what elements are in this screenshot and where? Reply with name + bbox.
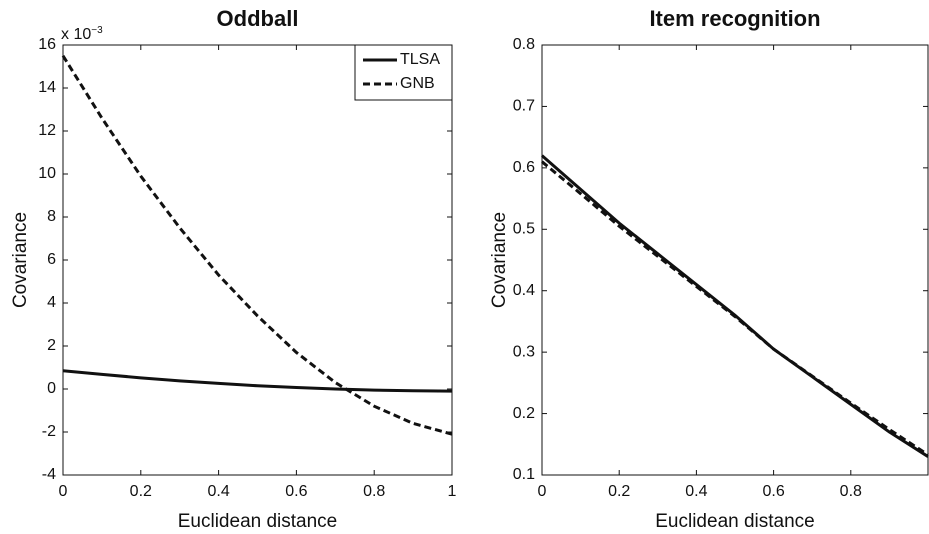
x-tick-label: 0.4 — [207, 483, 229, 500]
y-tick-label: 2 — [47, 337, 56, 354]
y-tick-label: 0.4 — [513, 282, 535, 299]
x-tick-label: 0.6 — [285, 483, 307, 500]
y-tick-label: 12 — [38, 122, 56, 139]
series-line — [541, 154, 929, 458]
y-tick-label: 8 — [47, 208, 56, 225]
x-tick-label: 0.8 — [363, 483, 385, 500]
y-tick-label: 16 — [38, 36, 56, 53]
y-tick-label: 6 — [47, 251, 56, 268]
y-tick-label: 0.5 — [513, 221, 535, 238]
y-tick-label: 4 — [47, 294, 56, 311]
y-multiplier-exponent: −3 — [91, 25, 103, 36]
y-tick-label: 0.3 — [513, 343, 535, 360]
x-tick-label: 1 — [448, 483, 457, 500]
x-tick-label: 0.4 — [685, 483, 707, 500]
x-tick-label: 0 — [59, 483, 68, 500]
y-tick-label: 0.6 — [513, 159, 535, 176]
x-tick-label: 0 — [538, 483, 547, 500]
x-axis-label: Euclidean distance — [178, 511, 338, 532]
series-line — [62, 369, 453, 393]
y-tick-label: 0.7 — [513, 98, 535, 115]
x-tick-label: 0.2 — [130, 483, 152, 500]
y-tick-label: -4 — [42, 466, 56, 483]
y-multiplier-base: x 10 — [61, 26, 91, 43]
x-tick-label: 0.2 — [608, 483, 630, 500]
legend-label: GNB — [400, 75, 435, 92]
legend-box — [354, 44, 453, 101]
y-tick-label: -2 — [42, 423, 56, 440]
y-tick-label: 14 — [38, 79, 56, 96]
series-line — [61, 54, 453, 436]
x-tick-label: 0.6 — [762, 483, 784, 500]
y-tick-label: 0 — [47, 380, 56, 397]
y-multiplier: x 10−3 — [61, 25, 103, 44]
chart-title: Item recognition — [649, 6, 820, 31]
x-tick-label: 0.8 — [840, 483, 862, 500]
plot-frame — [62, 44, 453, 476]
x-axis-label: Euclidean distance — [655, 511, 815, 532]
y-axis-label: Covariance — [489, 212, 510, 308]
y-tick-label: 0.1 — [513, 466, 535, 483]
plot-frame — [541, 44, 929, 476]
y-tick-label: 0.2 — [513, 405, 535, 422]
y-tick-label: 0.8 — [513, 36, 535, 53]
chart-title: Oddball — [217, 6, 299, 31]
series-line — [541, 160, 929, 456]
y-axis-label: Covariance — [10, 212, 31, 308]
y-tick-label: 10 — [38, 165, 56, 182]
legend-label: TLSA — [400, 51, 440, 68]
